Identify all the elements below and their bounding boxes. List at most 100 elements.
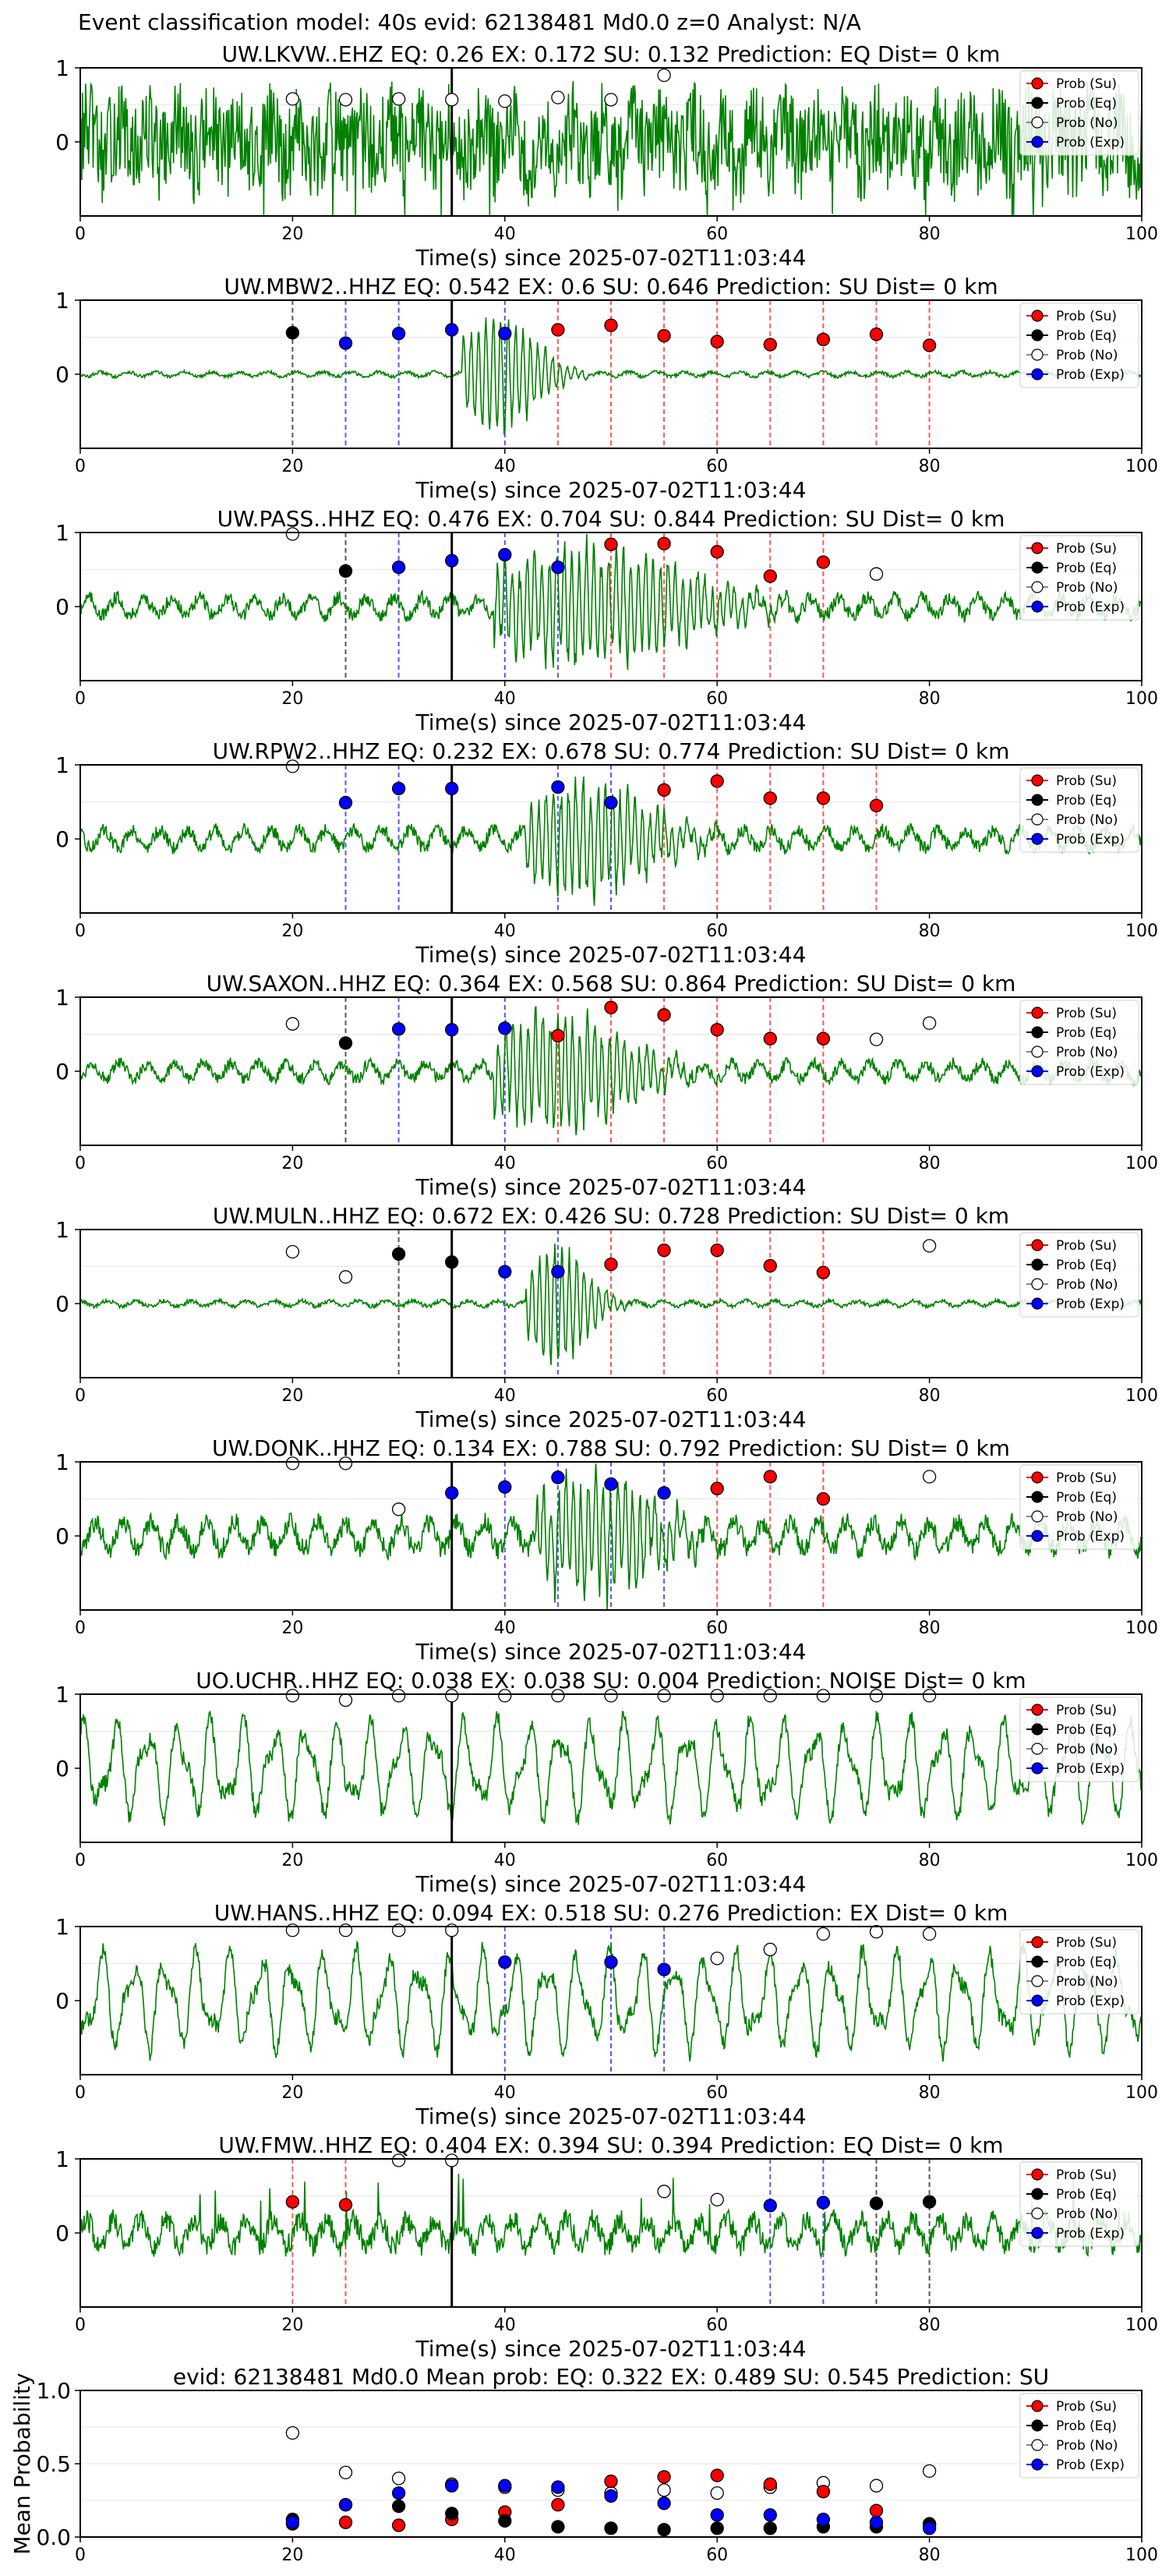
legend-box: [1019, 1000, 1139, 1085]
prob-point-no: [922, 1927, 937, 1941]
mean-point-no: [922, 2464, 937, 2479]
prob-point-su: [551, 1028, 565, 1043]
legend: Prob (Su) Prob (Eq) Prob (No) Prob (Exp): [1019, 1697, 1139, 1782]
x-tick-label: 20: [281, 922, 303, 941]
legend-label: Prob (Eq): [1056, 2187, 1117, 2203]
mean-point-su: [391, 2518, 406, 2532]
prob-point-su: [816, 1491, 831, 1506]
y-tick-label: 0: [55, 1291, 69, 1317]
prob-point-no: [763, 1689, 777, 1703]
x-tick-label: 40: [494, 1851, 516, 1870]
x-tick-label: 80: [919, 689, 941, 709]
prob-point-no: [551, 1689, 565, 1703]
prob-point-exp: [657, 1486, 671, 1500]
legend-marker-eq: [1031, 561, 1044, 574]
x-tick-label: 0: [75, 2083, 86, 2103]
prob-point-su: [657, 1008, 671, 1022]
x-tick-label: 80: [919, 922, 941, 941]
legend: Prob (Su) Prob (Eq) Prob (No) Prob (Exp): [1019, 767, 1139, 853]
legend-label: Prob (Exp): [1056, 600, 1125, 615]
legend-marker-su: [1031, 1936, 1044, 1948]
prob-point-no: [922, 1239, 937, 1253]
axes-frame: [79, 1693, 1143, 1843]
prob-point-no: [604, 1689, 618, 1703]
legend-marker-no: [1031, 116, 1044, 129]
mean-point-exp: [763, 2508, 777, 2522]
mean-panel-title: evid: 62138481 Md0.0 Mean prob: EQ: 0.32…: [173, 2364, 1049, 2390]
prob-point-su: [657, 1243, 671, 1258]
legend-label: Prob (Exp): [1056, 1761, 1125, 1777]
x-tick-label: 0: [75, 2546, 86, 2565]
legend-label: Prob (Su): [1056, 76, 1117, 92]
prob-point-su: [551, 323, 565, 337]
y-tick-label: 1: [55, 1449, 69, 1475]
prob-point-no: [498, 94, 512, 108]
x-tick-label: 80: [919, 225, 941, 244]
prob-point-su: [710, 774, 724, 788]
x-tick-label: 60: [706, 922, 728, 941]
mean-point-su: [551, 2497, 565, 2512]
panel-title: UW.MULN..HHZ EQ: 0.672 EX: 0.426 SU: 0.7…: [213, 1203, 1009, 1229]
mean-point-no: [285, 2426, 300, 2440]
prob-point-su: [285, 2195, 300, 2209]
legend-marker-exp: [1031, 368, 1044, 380]
legend-label: Prob (No): [1056, 1742, 1118, 1757]
legend-label: Prob (Eq): [1056, 1025, 1117, 1041]
mean-point-su: [869, 2503, 884, 2518]
prob-point-su: [816, 1265, 831, 1279]
prob-point-no: [285, 527, 300, 541]
prob-point-su: [604, 1258, 618, 1272]
legend-label: Prob (Su): [1056, 2167, 1117, 2183]
x-tick-label: 80: [919, 2083, 941, 2103]
legend-marker-eq: [1031, 1026, 1044, 1039]
waveform-trace: [79, 1006, 1143, 1136]
waveform-trace: [79, 317, 1143, 435]
prob-point-su: [763, 791, 777, 805]
x-tick-label: 60: [706, 1851, 728, 1870]
legend-marker-eq: [1031, 794, 1044, 806]
prob-point-no: [338, 1456, 353, 1470]
y-tick-label: 1: [55, 1914, 69, 1940]
prob-point-no: [657, 1689, 671, 1703]
mean-point-exp: [922, 2521, 937, 2535]
mean-point-su: [604, 2474, 618, 2489]
legend-marker-eq: [1031, 2419, 1044, 2432]
legend-marker-exp: [1031, 136, 1044, 148]
legend-marker-eq: [1031, 1258, 1044, 1271]
prob-point-no: [869, 1689, 884, 1703]
legend-marker-exp: [1031, 1065, 1044, 1077]
legend-label: Prob (Su): [1056, 773, 1117, 789]
prob-point-no: [922, 1470, 937, 1484]
x-tick-label: 40: [494, 2316, 516, 2335]
legend-marker-su: [1031, 1704, 1044, 1716]
legend: Prob (Su) Prob (Eq) Prob (No) Prob (Exp): [1019, 2393, 1139, 2479]
legend-label: Prob (No): [1056, 2438, 1118, 2454]
y-tick-label: 1: [55, 288, 69, 313]
prob-point-exp: [498, 1955, 512, 1969]
legend-label: Prob (Exp): [1056, 367, 1125, 383]
mean-point-no: [657, 2483, 671, 2497]
x-tick-label: 80: [919, 2316, 941, 2335]
panel-title: UW.FMW..HHZ EQ: 0.404 EX: 0.394 SU: 0.39…: [218, 2132, 1003, 2158]
prob-point-no: [816, 1927, 831, 1941]
x-tick-label: 20: [281, 2083, 303, 2103]
prob-point-no: [869, 1032, 884, 1046]
prob-point-no: [657, 68, 671, 83]
y-tick-label: 0: [55, 1523, 69, 1549]
legend-label: Prob (Eq): [1056, 1258, 1117, 1273]
legend-label: Prob (Exp): [1056, 1297, 1125, 1312]
prob-point-eq: [338, 564, 353, 579]
x-tick-label: 100: [1125, 457, 1158, 476]
x-tick-label: 40: [494, 225, 516, 244]
y-tick-label: 0: [55, 129, 69, 155]
legend-box: [1019, 1232, 1139, 1318]
mean-point-no: [391, 2472, 406, 2486]
legend-marker-exp: [1031, 1530, 1044, 1542]
prob-point-su: [763, 569, 777, 583]
legend-marker-no: [1031, 581, 1044, 593]
prob-point-su: [816, 555, 831, 569]
x-tick-label: 60: [706, 2546, 728, 2565]
prob-point-no: [391, 1502, 406, 1516]
x-tick-label: 0: [75, 2316, 86, 2335]
legend-marker-no: [1031, 1278, 1044, 1290]
